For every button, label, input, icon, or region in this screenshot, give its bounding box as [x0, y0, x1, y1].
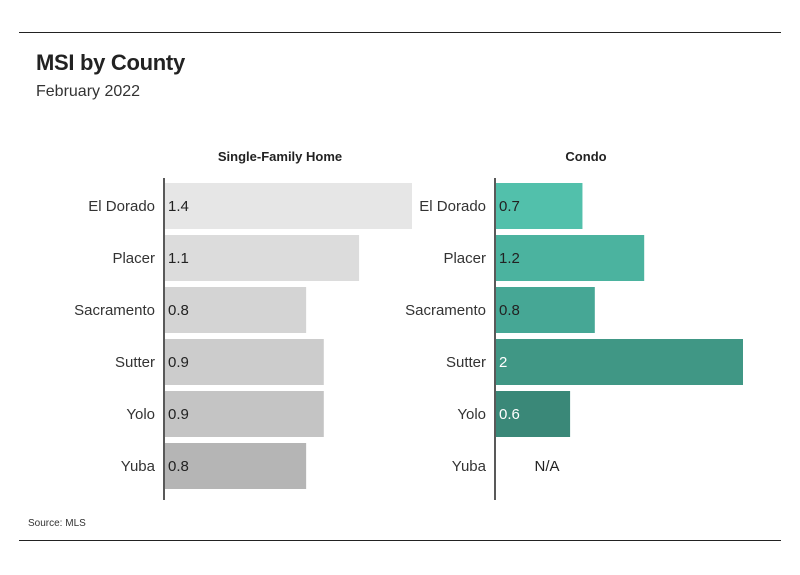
condo-bar-placer — [496, 235, 645, 281]
condo-value-yuba: N/A — [534, 458, 559, 475]
single-family-home-category-sacramento: Sacramento — [74, 302, 155, 319]
condo-category-yuba: Yuba — [452, 458, 487, 475]
condo-bar-yolo — [496, 391, 571, 437]
single-family-home-category-yuba: Yuba — [121, 458, 156, 475]
single-family-home-bar-yolo — [165, 391, 324, 437]
single-family-home-value-yuba: 0.8 — [168, 458, 189, 475]
condo-value-yolo: 0.6 — [499, 406, 520, 423]
single-family-home-bar-sacramento — [165, 287, 307, 333]
single-family-home-bar-el-dorado — [165, 183, 412, 229]
single-family-home-bar-sutter — [165, 339, 324, 385]
condo-panel-title: Condo — [565, 149, 606, 164]
condo-category-el-dorado: El Dorado — [419, 198, 486, 215]
condo-bar-sutter — [496, 339, 743, 385]
single-family-home-category-yolo: Yolo — [126, 406, 155, 423]
condo-category-sacramento: Sacramento — [405, 302, 486, 319]
single-family-home-value-yolo: 0.9 — [168, 406, 189, 423]
condo-value-sutter: 2 — [499, 354, 507, 371]
single-family-home-category-placer: Placer — [112, 250, 155, 267]
bottom-rule — [19, 540, 781, 541]
condo-category-placer: Placer — [443, 250, 486, 267]
condo-value-el-dorado: 0.7 — [499, 198, 520, 215]
condo-bar-el-dorado — [496, 183, 583, 229]
single-family-home-bar-placer — [165, 235, 360, 281]
single-family-home-value-placer: 1.1 — [168, 250, 189, 267]
condo-bar-sacramento — [496, 287, 595, 333]
condo-category-sutter: Sutter — [446, 354, 486, 371]
condo-value-placer: 1.2 — [499, 250, 520, 267]
single-family-home-value-el-dorado: 1.4 — [168, 198, 189, 215]
single-family-home-bar-yuba — [165, 443, 307, 489]
condo-value-sacramento: 0.8 — [499, 302, 520, 319]
chart-subtitle: February 2022 — [36, 83, 141, 100]
single-family-home-category-sutter: Sutter — [115, 354, 155, 371]
single-family-home-category-el-dorado: El Dorado — [88, 198, 155, 215]
source-note: Source: MLS — [28, 518, 86, 529]
chart-title: MSI by County — [36, 50, 185, 75]
single-family-home-value-sutter: 0.9 — [168, 354, 189, 371]
single-family-home-value-sacramento: 0.8 — [168, 302, 189, 319]
top-rule — [19, 32, 781, 33]
condo-category-yolo: Yolo — [457, 406, 486, 423]
single-family-home-panel-title: Single-Family Home — [218, 149, 342, 164]
